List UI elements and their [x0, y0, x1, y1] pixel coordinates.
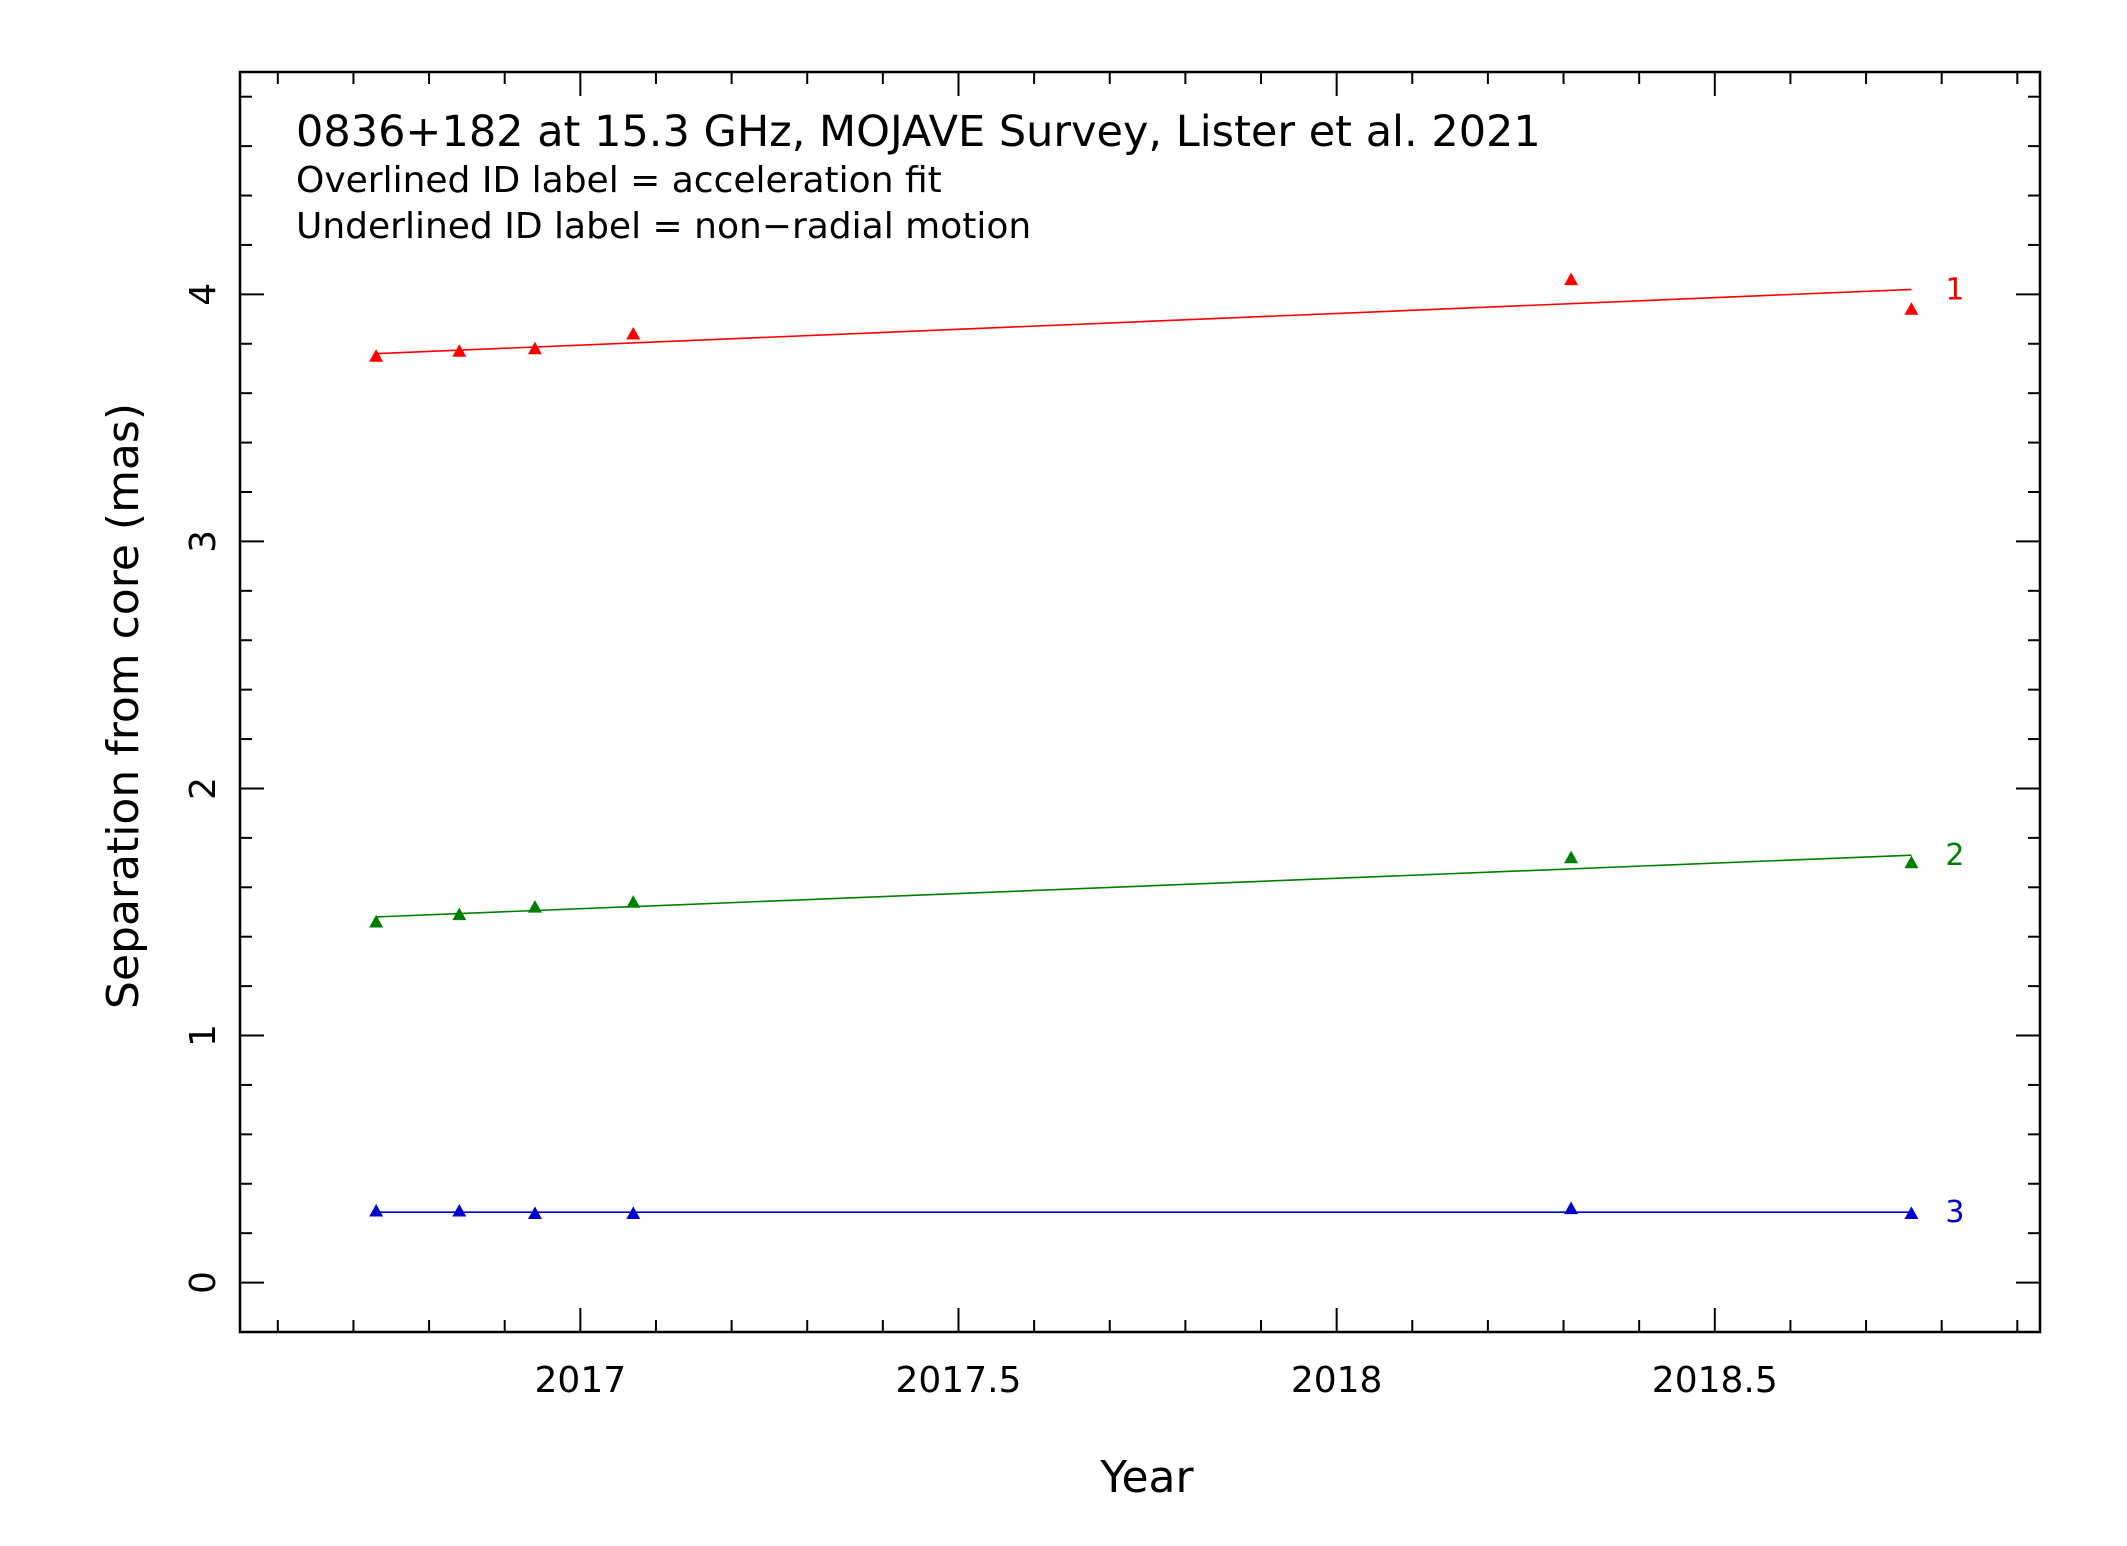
data-point-3 — [1904, 1206, 1919, 1220]
y-tick-label: 0 — [183, 1271, 224, 1294]
y-tick-label: 1 — [183, 1024, 224, 1047]
data-point-1 — [527, 341, 542, 355]
axes: 2017 2017.5 2018 2018.5 0 1 2 3 4 — [183, 70, 2042, 1401]
series-label-1: 1 — [1945, 272, 1964, 307]
data-point-3 — [527, 1206, 542, 1220]
data-point-1 — [452, 344, 467, 357]
y-axis-title: Separation from core (mas) — [98, 403, 149, 1009]
data-point-1 — [369, 349, 384, 362]
note-underlined: Underlined ID label = non−radial motion — [296, 206, 1031, 247]
y-tick-label: 3 — [183, 530, 224, 553]
data-point-3 — [369, 1203, 384, 1217]
plot-series: 1 2 3 — [369, 272, 1965, 1230]
data-point-2 — [452, 907, 467, 921]
data-point-1 — [626, 326, 641, 340]
fit-line-1 — [376, 288, 1912, 355]
data-point-2 — [369, 914, 384, 928]
data-point-2 — [1564, 850, 1579, 864]
chart-text: 0836+182 at 15.3 GHz, MOJAVE Survey, Lis… — [98, 107, 1541, 1503]
data-point-3 — [452, 1203, 467, 1217]
note-overlined: Overlined ID label = acceleration fit — [296, 160, 942, 201]
series-3: 3 — [369, 1195, 1965, 1230]
data-point-3 — [626, 1206, 641, 1220]
series-1: 1 — [369, 272, 1965, 362]
x-tick-label: 2018 — [1291, 1360, 1383, 1401]
x-axis-title: Year — [1099, 1452, 1194, 1503]
data-point-2 — [626, 895, 641, 908]
fit-line-2 — [376, 854, 1912, 918]
x-tick-label: 2017.5 — [896, 1360, 1022, 1401]
data-point-2 — [1904, 855, 1919, 869]
x-tick-label: 2018.5 — [1652, 1360, 1778, 1401]
data-point-2 — [527, 900, 542, 913]
series-label-3: 3 — [1945, 1195, 1964, 1230]
data-point-3 — [1564, 1201, 1579, 1215]
chart-title: 0836+182 at 15.3 GHz, MOJAVE Survey, Lis… — [296, 107, 1541, 157]
data-point-1 — [1904, 302, 1919, 315]
series-label-2: 2 — [1945, 838, 1964, 873]
data-point-1 — [1564, 272, 1579, 286]
plot-frame — [238, 70, 2042, 1334]
y-tick-label: 2 — [183, 777, 224, 800]
series-2: 2 — [369, 838, 1965, 928]
x-tick-label: 2017 — [535, 1360, 627, 1401]
y-tick-label: 4 — [183, 283, 224, 306]
